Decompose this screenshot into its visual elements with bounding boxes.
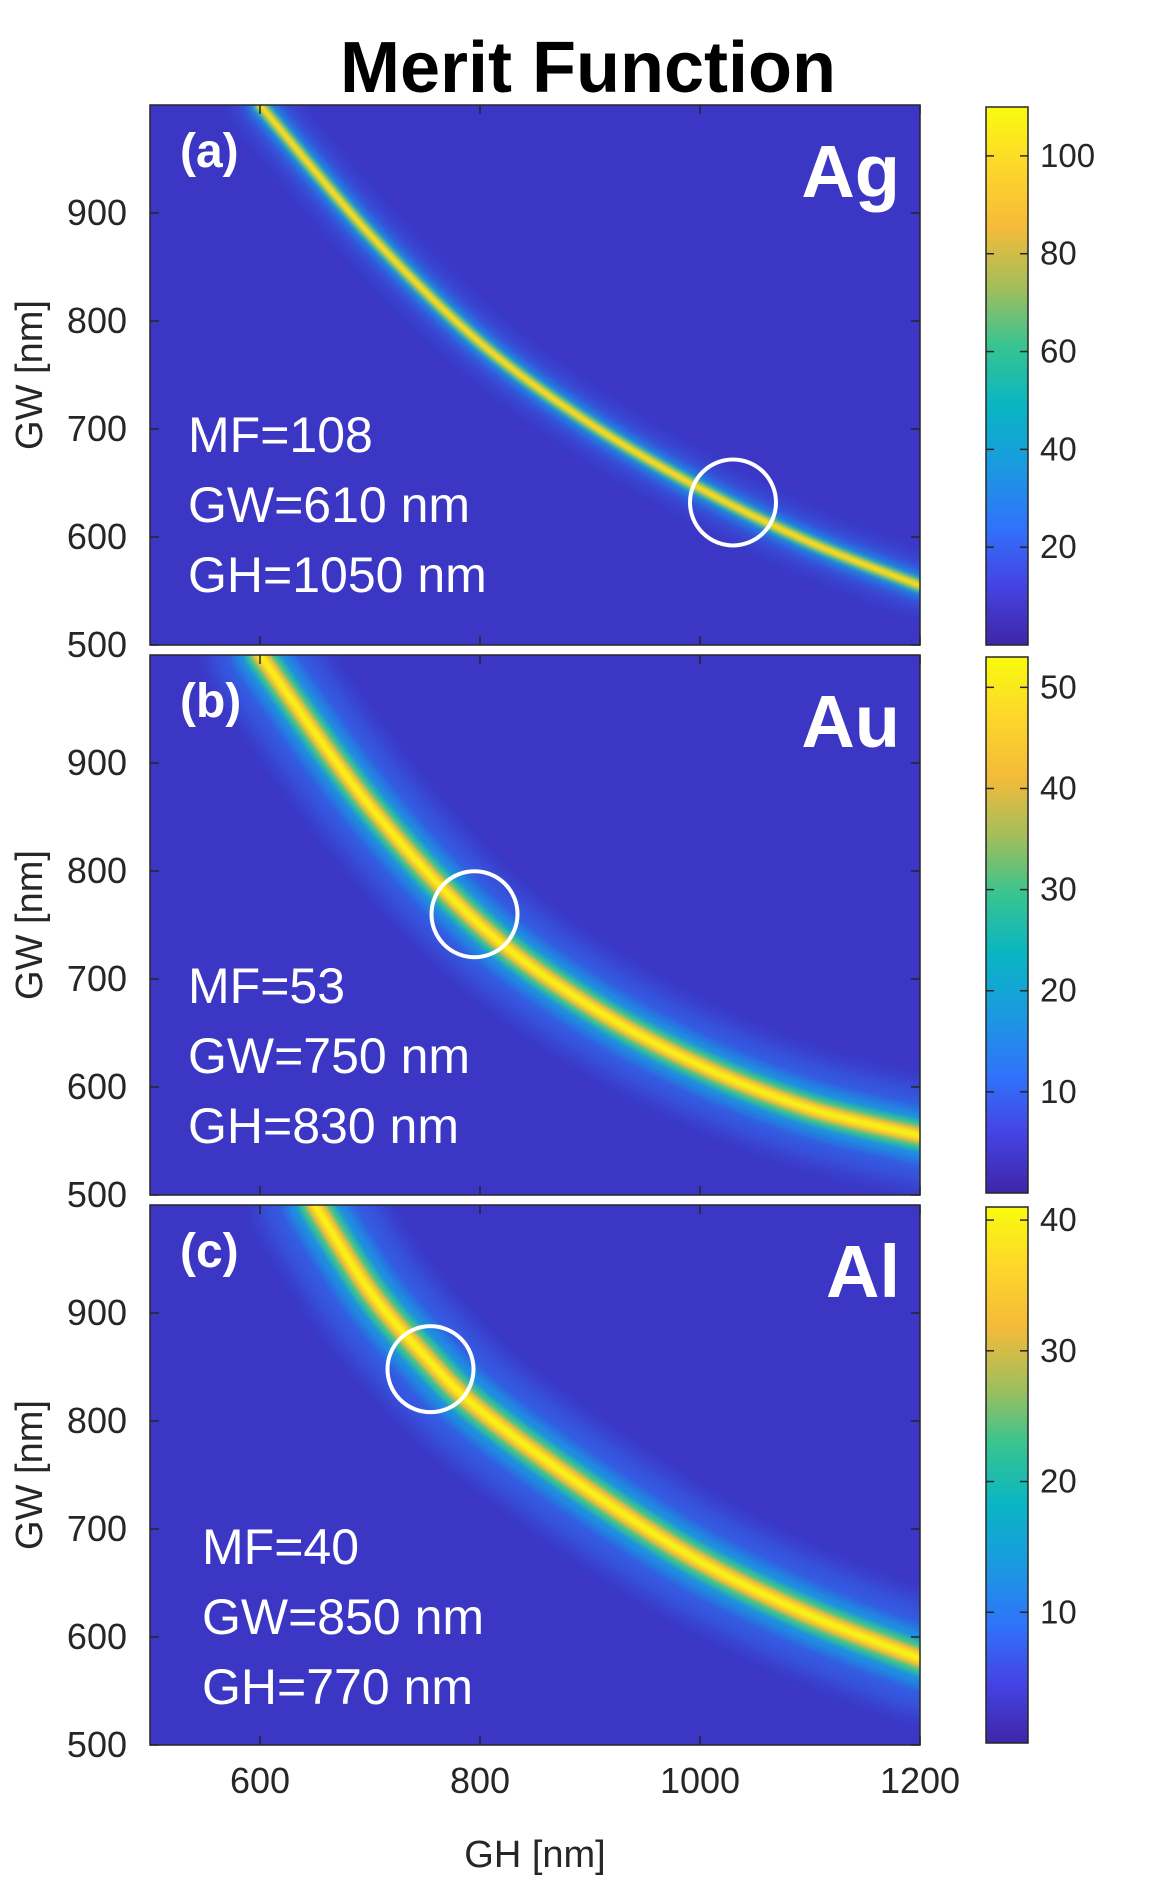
colorbar-tick-label: 60 [1040, 333, 1077, 370]
y-tick-label: 500 [67, 1724, 127, 1765]
x-tick-label: 800 [450, 1760, 510, 1801]
panel-label: (c) [180, 1225, 239, 1278]
colorbar: 10 20 30 40 50 [985, 656, 1077, 1194]
panel-label: (a) [180, 125, 239, 178]
panel-ag: 500 600 700 800 900 GW [nm] (a) Ag MF=108 GW=610 … [9, 104, 1095, 665]
y-tick-label: 800 [67, 1400, 127, 1441]
ridge-layer-4 [256, 655, 920, 1139]
annotation-line: MF=40 [202, 1519, 359, 1575]
y-tick-label: 500 [67, 1174, 127, 1215]
colorbar-tick-label: 10 [1040, 1073, 1077, 1110]
colorbar: 20 40 60 80 100 [985, 106, 1095, 646]
y-tick-label: 800 [67, 850, 127, 891]
optimum-circle [385, 1324, 476, 1415]
annotation-line: GH=830 nm [188, 1098, 459, 1154]
colorbar-tick-label: 30 [1040, 871, 1077, 908]
colorbar-tick-label: 40 [1040, 1201, 1077, 1238]
ridge-layer-4 [258, 105, 920, 588]
material-label: Au [801, 680, 900, 763]
colorbar-tick-label: 40 [1040, 769, 1077, 806]
y-tick-label: 600 [67, 516, 127, 557]
colorbar-gradient [985, 1206, 1029, 1744]
colorbar: 10 20 30 40 [985, 1201, 1077, 1744]
y-tick-label: 700 [67, 408, 127, 449]
y-tick-label: 900 [67, 192, 127, 233]
colorbar-tick-label: 20 [1040, 972, 1077, 1009]
colorbar-tick-label: 20 [1040, 528, 1077, 565]
y-tick-label: 900 [67, 1292, 127, 1333]
optimum-circle [688, 457, 778, 548]
x-tick-label: 1000 [660, 1760, 740, 1801]
colorbar-tick-label: 20 [1040, 1463, 1077, 1500]
axes-frame [149, 654, 921, 1196]
y-tick-label: 700 [67, 1508, 127, 1549]
y-tick-label: 800 [67, 300, 127, 341]
y-tick-label: 700 [67, 958, 127, 999]
panel-al: 500 600 700 800 900 600 800 1000 1200 GW [nm] (c) A… [9, 1201, 1077, 1801]
colorbar-tick-label: 50 [1040, 668, 1077, 705]
figure-title: Merit Function [340, 28, 836, 108]
annotation-line: MF=108 [188, 407, 373, 463]
ridge-layer-4 [311, 1205, 920, 1663]
colorbar-tick-label: 40 [1040, 430, 1077, 467]
x-tick-label: 1200 [880, 1760, 960, 1801]
y-tick-label: 900 [67, 742, 127, 783]
y-axis-label: GW [nm] [9, 300, 51, 450]
panel-label: (b) [180, 675, 241, 728]
y-tick-label: 500 [67, 624, 127, 665]
colorbar-tick-label: 10 [1040, 1593, 1077, 1630]
axes-frame [149, 1204, 921, 1746]
axes-frame [149, 104, 921, 646]
y-axis-label: GW [nm] [9, 1400, 51, 1550]
optimum-circle [429, 869, 520, 960]
annotation-line: GW=610 nm [188, 477, 470, 533]
annotation-line: GH=1050 nm [188, 547, 487, 603]
annotation-line: GH=770 nm [202, 1659, 473, 1715]
colorbar-tick-label: 100 [1040, 137, 1095, 174]
colorbar-gradient [985, 106, 1029, 646]
colorbar-tick-label: 30 [1040, 1332, 1077, 1369]
panel-au: 500 600 700 800 900 GW [nm] (b) Au MF=53 GW=750 n… [9, 654, 1077, 1215]
y-tick-label: 600 [67, 1066, 127, 1107]
x-axis-label: GH [nm] [464, 1834, 605, 1876]
annotation-line: GW=850 nm [202, 1589, 484, 1645]
annotation-line: GW=750 nm [188, 1028, 470, 1084]
material-label: Ag [801, 130, 900, 213]
annotation-line: MF=53 [188, 958, 345, 1014]
colorbar-gradient [985, 656, 1029, 1194]
material-label: Al [826, 1230, 900, 1313]
y-tick-label: 600 [67, 1616, 127, 1657]
y-axis-label: GW [nm] [9, 850, 51, 1000]
x-tick-label: 600 [230, 1760, 290, 1801]
colorbar-tick-label: 80 [1040, 235, 1077, 272]
